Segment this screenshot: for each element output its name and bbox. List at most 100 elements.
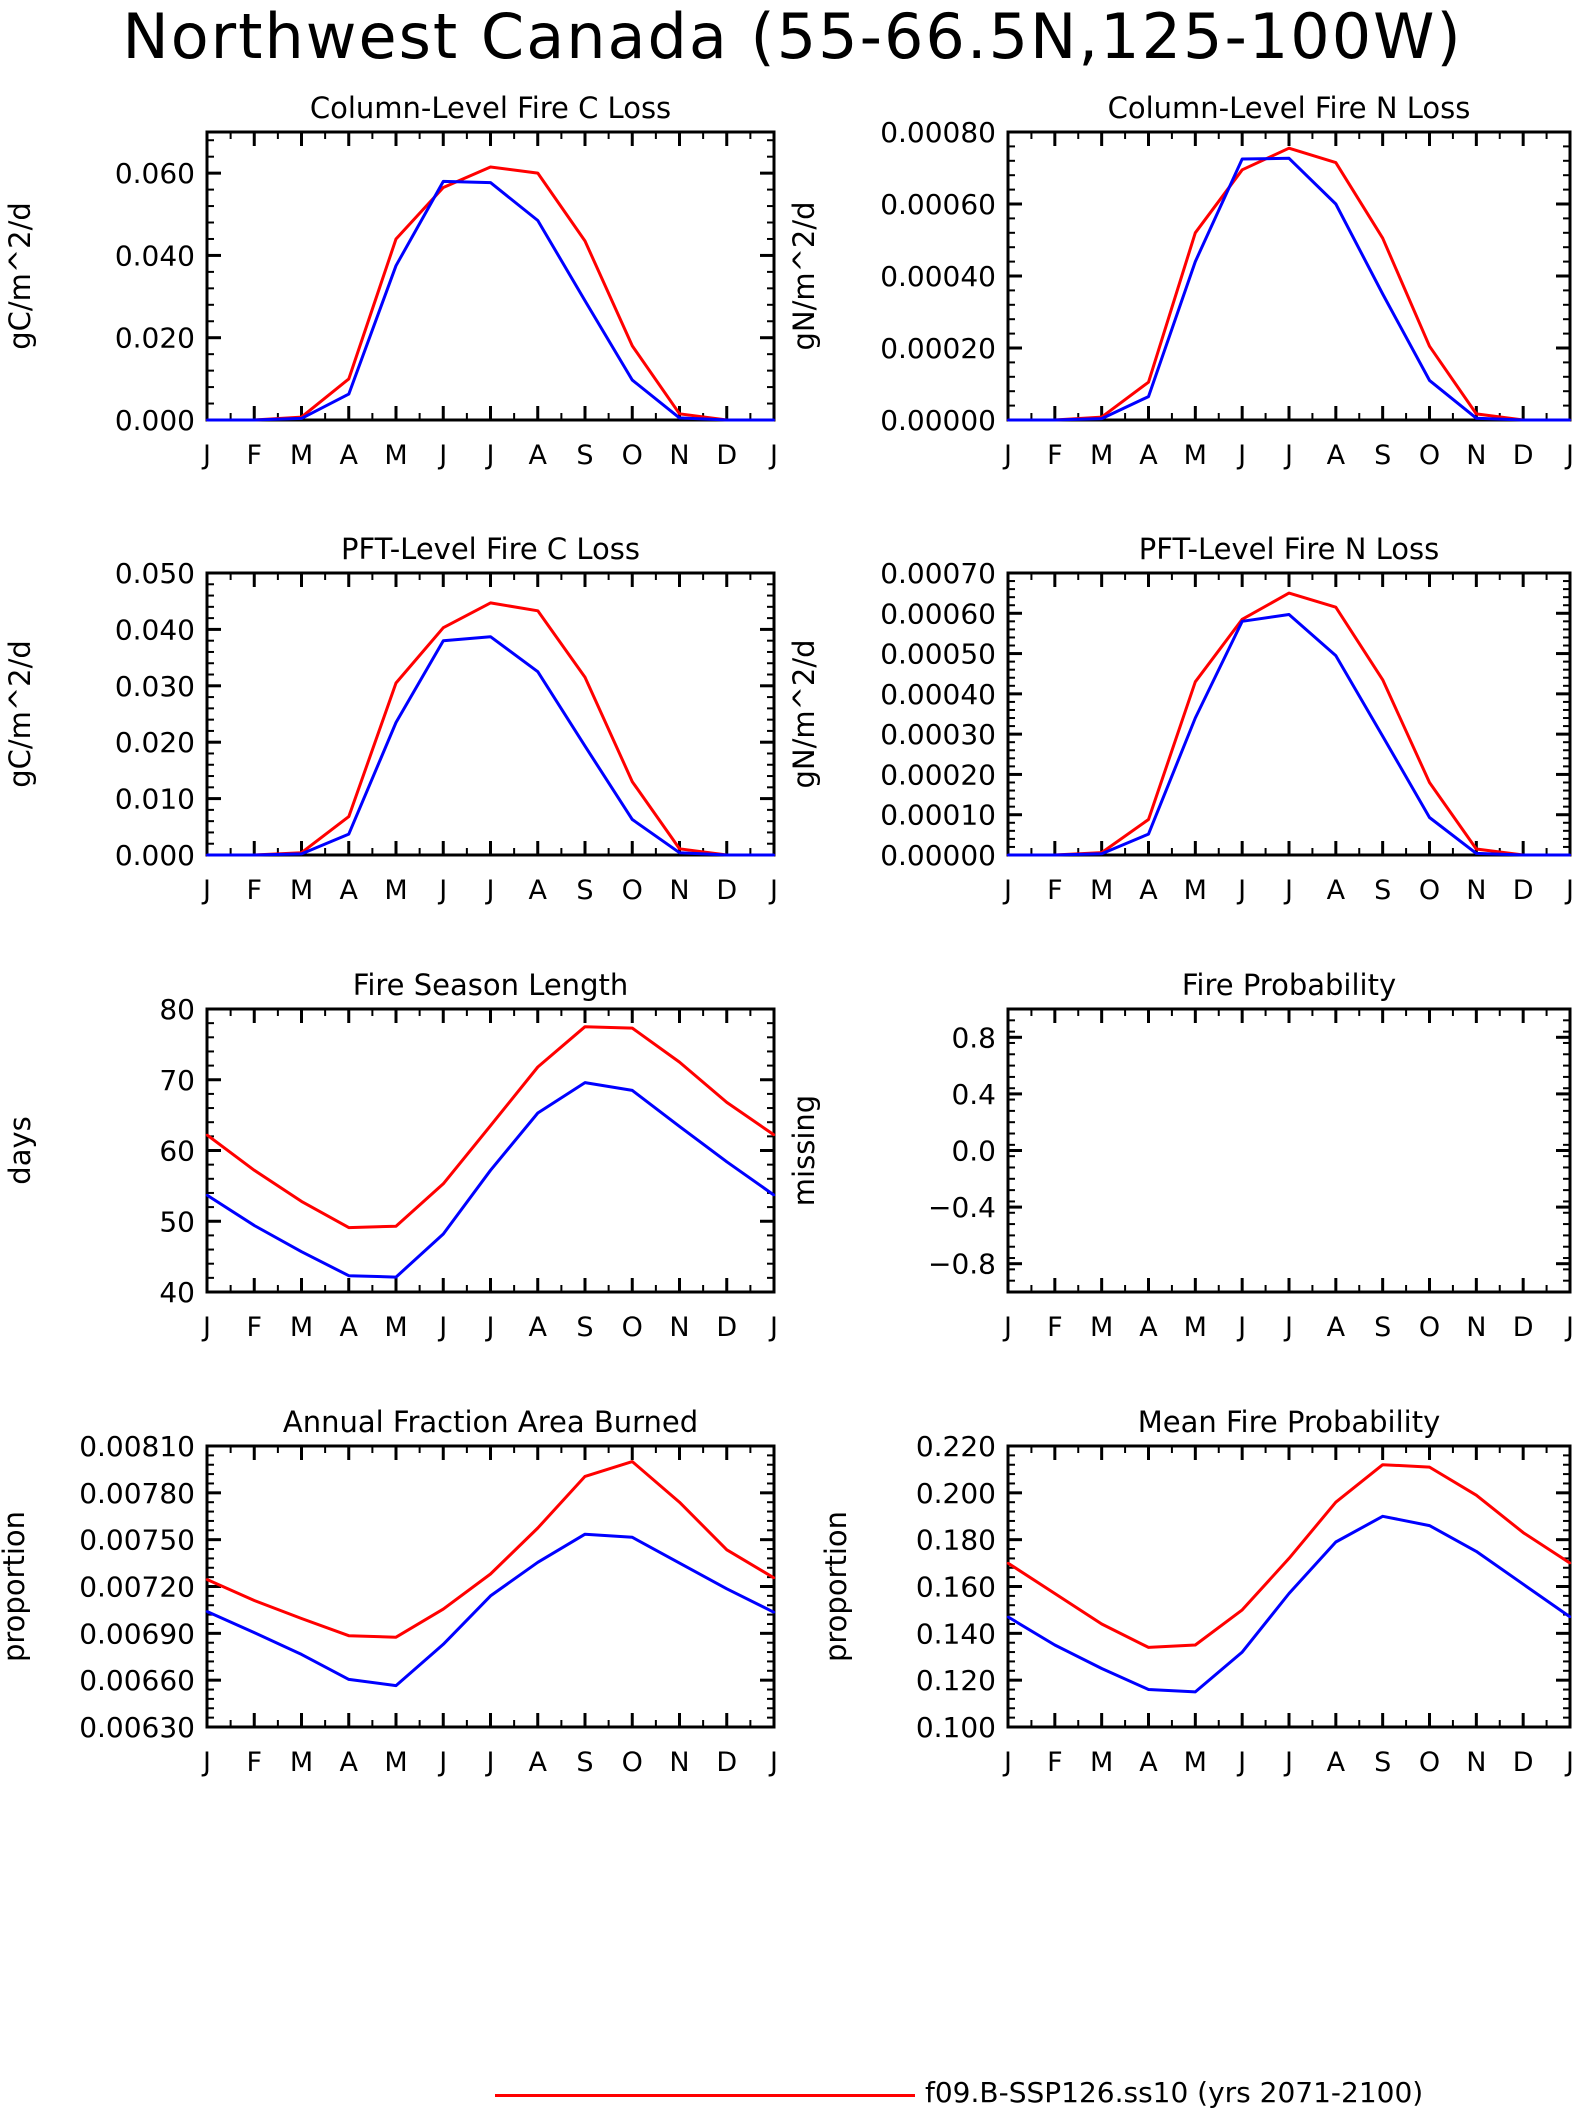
series-1-point (1568, 1561, 1572, 1565)
series-2-point (678, 851, 681, 854)
series-2-point (1194, 1690, 1197, 1694)
series-2-point (772, 1611, 776, 1614)
x-tick-label: J (201, 440, 211, 471)
series-1-point (1287, 147, 1291, 150)
x-tick-label: F (246, 1747, 262, 1778)
series-2-point (1147, 832, 1150, 836)
series-1-point (1147, 818, 1150, 821)
series-line-2 (1007, 1514, 1571, 1694)
x-tick-label: M (384, 1312, 407, 1343)
series-line-1 (1008, 146, 1570, 422)
series-2-point (1100, 1667, 1103, 1670)
series-1-point (1334, 606, 1338, 609)
panel-8: J F M A M J J A S O N D J0.1000.1200.1400.1600.1800.… (819, 1405, 1574, 1778)
series-2-point (1568, 853, 1572, 857)
series-2-point (347, 1678, 350, 1681)
series-1-point (772, 1133, 776, 1137)
series-1-point (1194, 680, 1197, 683)
series-1-point (394, 1225, 398, 1228)
series-2-point (1006, 1615, 1010, 1619)
series-2-point (394, 264, 398, 267)
x-tick-label: J (1283, 440, 1293, 471)
series-line-1 (1007, 1463, 1571, 1649)
x-tick-label: J (437, 1312, 447, 1343)
series-2-point (1287, 613, 1291, 616)
x-tick-label: N (1466, 1312, 1486, 1343)
series-1-point (489, 1572, 492, 1576)
series-2-point (1568, 418, 1572, 422)
series-2-point (678, 416, 681, 420)
series-1-point (631, 780, 634, 783)
series-1-point (205, 1578, 209, 1581)
panel-4: J F M A M J J A S O N D J0.000000.000100.000200.0003… (787, 532, 1574, 906)
x-tick-label: J (1236, 440, 1246, 471)
series-1-point (442, 1182, 445, 1185)
series-1-point (631, 1026, 634, 1030)
x-tick-label: D (1513, 875, 1534, 906)
series-1-point (489, 1124, 492, 1127)
series-2-point (1381, 292, 1384, 296)
y-tick-label: 0.00060 (880, 188, 996, 221)
series-2-point (678, 1125, 681, 1128)
series-2-point (725, 853, 728, 857)
y-tick-label: 0.020 (115, 726, 195, 759)
x-tick-label: J (1283, 1312, 1293, 1343)
series-1-point (678, 847, 681, 850)
series-1-point (347, 815, 350, 818)
series-2-point (1147, 395, 1150, 398)
y-tick-label: 0.060 (115, 157, 195, 190)
series-2-point (1053, 853, 1057, 857)
series-2-point (725, 418, 728, 422)
y-tick-label: 0.00040 (880, 678, 996, 711)
y-tick-label: 0.000 (115, 404, 195, 437)
x-tick-label: S (1374, 440, 1391, 471)
series-1-point (205, 1133, 209, 1137)
x-tick-label: F (1047, 875, 1063, 906)
series-2-point (1428, 816, 1431, 819)
plot-frame (205, 1007, 776, 1294)
panel-title: Column-Level Fire C Loss (310, 91, 671, 125)
series-1-point (347, 1634, 350, 1637)
series-2-point (1475, 417, 1478, 420)
y-tick-label: 0.00720 (79, 1571, 195, 1604)
series-1-point (489, 601, 492, 605)
series-2-point (1053, 418, 1057, 422)
x-tick-label: S (576, 1312, 593, 1343)
series-2-point (536, 219, 539, 222)
x-tick-label: M (1184, 1747, 1207, 1778)
x-tick-label: A (1139, 1312, 1158, 1343)
x-tick-label: J (768, 1312, 778, 1343)
series-2-point (300, 852, 303, 856)
series-2-point (1381, 734, 1384, 738)
y-tick-label: 0.140 (916, 1617, 996, 1650)
plot-frame (205, 1444, 776, 1729)
series-2-point (347, 832, 350, 836)
x-tick-label: A (1139, 875, 1158, 906)
x-tick-label: N (669, 1747, 689, 1778)
x-tick-label: A (340, 1747, 359, 1778)
series-line-1 (207, 165, 774, 422)
series-2-point (1287, 1592, 1291, 1595)
y-tick-label: 0.000 (115, 839, 195, 872)
series-2-point (300, 417, 303, 420)
series-2-point (536, 1561, 539, 1564)
series-1-point (1334, 1501, 1338, 1504)
series-line-2 (206, 1532, 775, 1688)
y-tick-label: 0.8 (951, 1021, 996, 1054)
series-2-point (725, 1587, 728, 1591)
x-tick-label: J (1002, 440, 1012, 471)
y-tick-label: 0.160 (916, 1571, 996, 1604)
x-tick-label: D (1513, 440, 1534, 471)
series-1-point (1194, 1643, 1197, 1647)
series-2-point (583, 744, 587, 748)
x-tick-label: A (340, 875, 359, 906)
series-2-point (772, 853, 776, 857)
y-tick-label: 0.00030 (880, 718, 996, 751)
x-tick-label: S (1374, 1747, 1391, 1778)
figure-title: Northwest Canada (55-66.5N,125-100W) (122, 0, 1463, 73)
series-2-point (489, 1594, 492, 1598)
series-2-point (678, 1561, 681, 1565)
x-tick-label: A (1327, 440, 1346, 471)
series-2-point (394, 721, 398, 724)
